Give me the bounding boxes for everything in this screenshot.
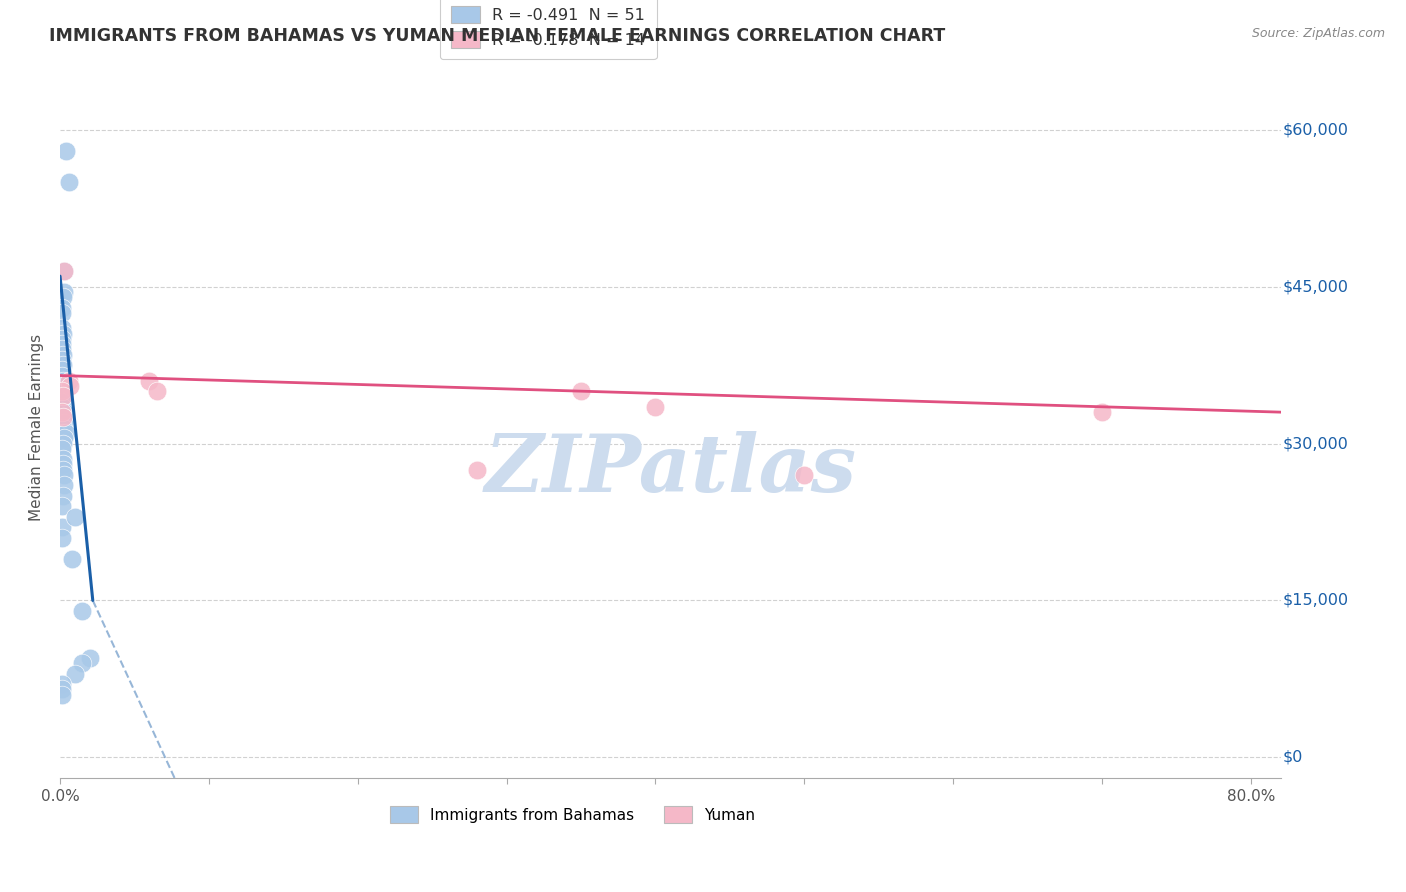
Point (51, 301, 73, 315)
Point (51, 306, 73, 320)
Point (55, 144, 77, 158)
Text: $30,000: $30,000 (1282, 436, 1348, 451)
Point (51, 332, 73, 346)
Point (60, 551, 83, 566)
Point (52, 358, 75, 372)
Point (644, 400, 666, 414)
Point (52, 452, 75, 467)
Text: Source: ZipAtlas.com: Source: ZipAtlas.com (1251, 27, 1385, 40)
Point (52, 489, 75, 503)
Point (51, 400, 73, 414)
Point (53, 416, 76, 430)
Point (51, 352, 73, 367)
Point (55, 425, 77, 440)
Point (138, 374, 160, 388)
Point (53, 264, 76, 278)
Text: $45,000: $45,000 (1282, 279, 1348, 294)
Point (53, 264, 76, 278)
Point (51, 405, 73, 419)
Point (59, 379, 82, 393)
Point (52, 421, 75, 435)
Point (52, 410, 75, 425)
Point (52, 374, 75, 388)
Point (51, 688, 73, 702)
Point (51, 384, 73, 399)
Point (52, 458, 75, 472)
Point (52, 389, 75, 403)
Point (72, 604, 94, 618)
Point (51, 363, 73, 377)
Point (51, 531, 73, 545)
Text: IMMIGRANTS FROM BAHAMAS VS YUMAN MEDIAN FEMALE EARNINGS CORRELATION CHART: IMMIGRANTS FROM BAHAMAS VS YUMAN MEDIAN … (49, 27, 945, 45)
Point (63, 666, 86, 681)
Point (58, 175, 80, 189)
Text: $0: $0 (1282, 750, 1303, 764)
Point (51, 368, 73, 383)
Point (53, 467, 76, 482)
Point (52, 405, 75, 419)
Point (53, 478, 76, 492)
Point (1091, 405, 1114, 419)
Point (52, 326, 75, 341)
Point (52, 436, 75, 450)
Point (53, 410, 76, 425)
Legend: Immigrants from Bahamas, Yuman: Immigrants from Bahamas, Yuman (380, 796, 766, 834)
Point (72, 656, 94, 670)
Point (51, 384, 73, 399)
Point (51, 520, 73, 534)
Point (51, 321, 73, 335)
Y-axis label: Median Female Earnings: Median Female Earnings (30, 334, 44, 522)
Point (53, 285, 76, 299)
Text: $60,000: $60,000 (1282, 122, 1348, 137)
Text: ZIPatlas: ZIPatlas (484, 431, 856, 508)
Point (52, 290, 75, 304)
Point (51, 682, 73, 697)
Point (52, 389, 75, 403)
Point (51, 337, 73, 351)
Point (53, 405, 76, 419)
Point (51, 677, 73, 691)
Point (51, 394, 73, 409)
Point (52, 463, 75, 477)
Point (52, 379, 75, 393)
Point (51, 343, 73, 357)
Point (52, 348, 75, 362)
Point (63, 509, 86, 524)
Point (52, 425, 75, 440)
Point (51, 442, 73, 456)
Point (465, 463, 488, 477)
Point (79, 651, 101, 665)
Point (53, 431, 76, 445)
Point (51, 500, 73, 514)
Point (146, 384, 169, 399)
Text: $15,000: $15,000 (1282, 593, 1350, 608)
Point (793, 467, 815, 482)
Point (569, 384, 592, 399)
Point (58, 374, 80, 388)
